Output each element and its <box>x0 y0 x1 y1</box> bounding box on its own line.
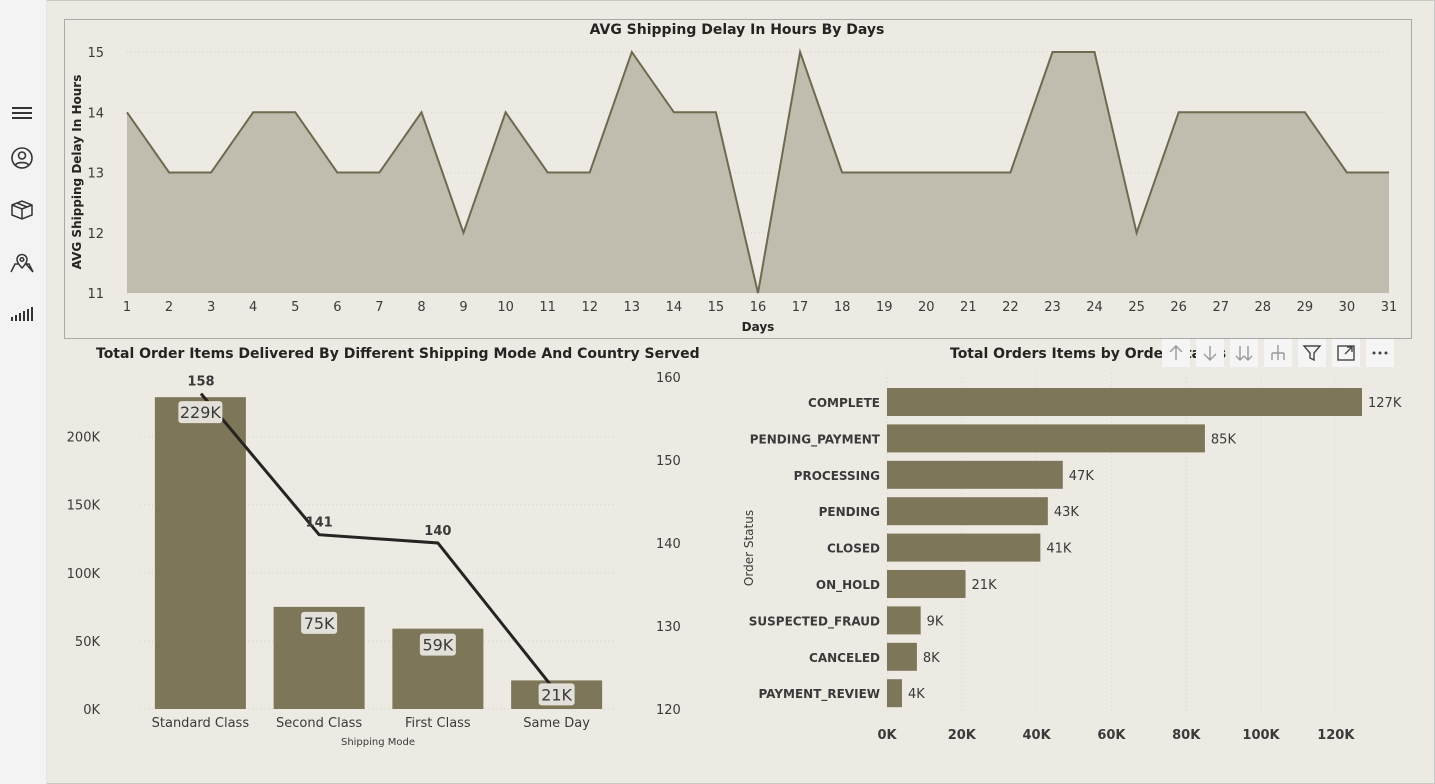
shipping-delay-area-chart <box>64 19 1412 339</box>
user-icon[interactable] <box>8 144 36 172</box>
signal-bars-icon[interactable] <box>8 300 36 328</box>
filter-icon[interactable] <box>1298 339 1326 367</box>
expand-hierarchy-icon[interactable] <box>1264 339 1292 367</box>
visual-header-toolbar <box>1162 339 1400 367</box>
more-options-icon[interactable] <box>1366 339 1394 367</box>
left-nav-rail <box>0 0 47 784</box>
area-chart-title: AVG Shipping Delay In Hours By Days <box>589 22 885 38</box>
package-icon[interactable] <box>8 196 36 224</box>
hbar-chart-title: Total Orders Items by Order Status <box>950 346 1227 362</box>
go-to-next-level-icon[interactable] <box>1230 339 1258 367</box>
drill-down-icon[interactable] <box>1196 339 1224 367</box>
hamburger-menu-icon[interactable] <box>8 99 36 127</box>
map-pin-icon[interactable] <box>8 249 36 277</box>
drill-up-icon[interactable] <box>1162 339 1190 367</box>
focus-mode-icon[interactable] <box>1332 339 1360 367</box>
combo-chart-title: Total Order Items Delivered By Different… <box>96 346 700 362</box>
